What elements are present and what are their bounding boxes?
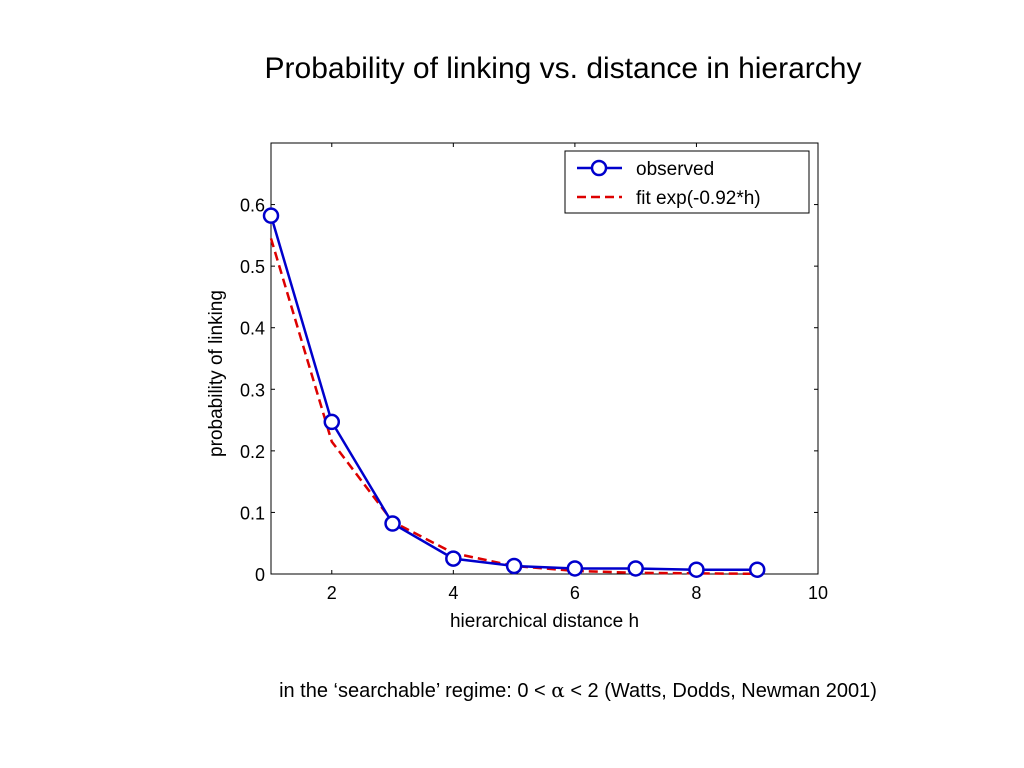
- footnote-text-start: in the ‘searchable’ regime: 0 <: [279, 680, 552, 702]
- y-tick-label: 0.2: [240, 442, 265, 462]
- series-layer: [262, 207, 766, 578]
- footnote-text-end: < 2 (Watts, Dodds, Newman 2001): [564, 680, 877, 702]
- x-tick-label: 10: [808, 583, 828, 603]
- observed-point: [627, 560, 644, 577]
- y-tick-label: 0.4: [240, 319, 265, 339]
- legend-fit-label: fit exp(-0.92*h): [636, 188, 761, 209]
- plot-frame: [270, 142, 819, 575]
- legend-box: [564, 150, 810, 214]
- slide-title: Probability of linking vs. distance in h…: [264, 52, 862, 85]
- observed-point: [445, 550, 462, 567]
- legend: observed fit exp(-0.92*h): [564, 150, 810, 214]
- y-tick-label: 0: [255, 565, 265, 585]
- observed-point: [323, 413, 341, 431]
- legend-observed-marker: [590, 159, 608, 177]
- x-tick-label: 2: [327, 583, 337, 603]
- observed-point: [384, 515, 401, 532]
- observed-line: [269, 215, 758, 571]
- observed-point: [505, 557, 523, 575]
- observed-point: [688, 561, 705, 578]
- x-tick-label: 6: [570, 583, 580, 603]
- y-tick-label: 0.5: [240, 257, 265, 277]
- axes: 2 4 6 8 10 0 0.1 0.2 0.3 0.4 0.5 0.6 hierarchical di…: [206, 142, 828, 632]
- x-tick-label: 8: [691, 583, 701, 603]
- fit-line: [269, 238, 758, 576]
- x-axis-label: hierarchical distance h: [450, 611, 639, 632]
- observed-point: [748, 561, 766, 578]
- y-tick-label: 0.1: [240, 503, 265, 523]
- y-tick-label: 0.6: [240, 196, 265, 216]
- observed-point: [566, 560, 584, 577]
- y-axis-label: probability of linking: [206, 290, 227, 457]
- x-tick-label: 4: [448, 583, 458, 603]
- y-tick-label: 0.3: [240, 380, 265, 400]
- legend-observed-label: observed: [636, 159, 714, 180]
- alpha-symbol: α: [551, 678, 565, 702]
- footnote: in the ‘searchable’ regime: 0 < α < 2 (W…: [0, 678, 1024, 703]
- observed-point: [262, 207, 280, 224]
